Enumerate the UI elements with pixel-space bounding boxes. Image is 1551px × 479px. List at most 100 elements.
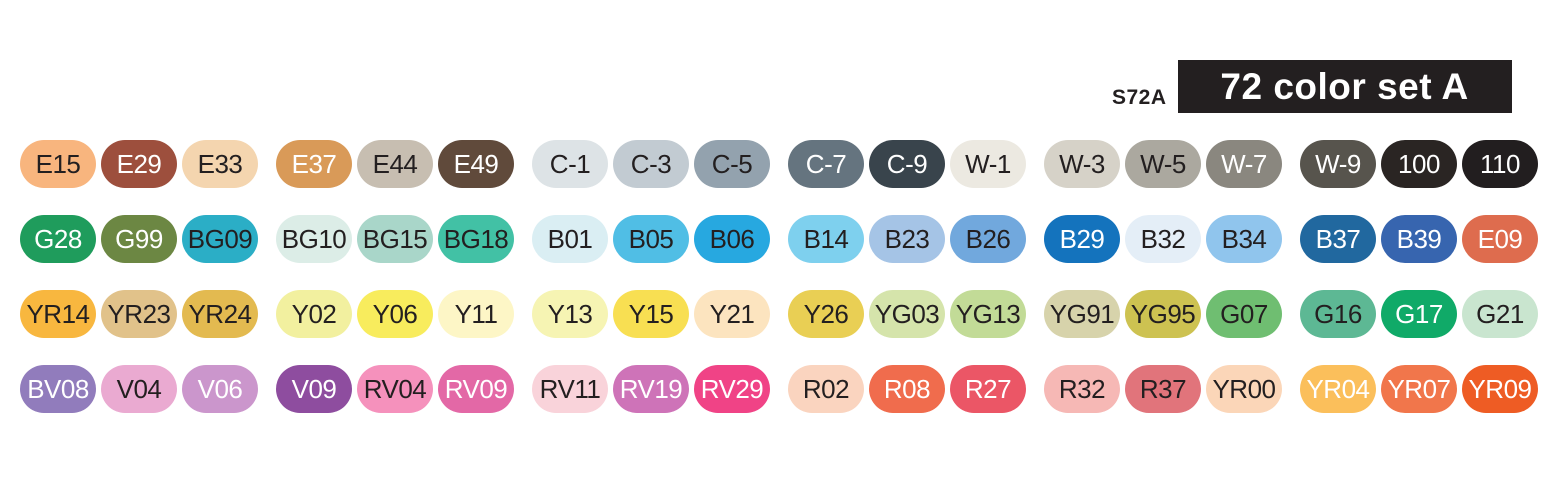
swatch-bg10: BG10 [276,215,352,263]
swatch-rv09: RV09 [438,365,514,413]
swatch-group: B29 B32 B34 [1044,215,1282,263]
swatch-e44: E44 [357,140,433,188]
swatch-row: BV08 V04 V06 V09 RV04 RV09 RV11 RV19 RV29 R02 R08 R… [20,365,1538,413]
swatch-yg03: YG03 [869,290,945,338]
swatch-group: Y13 Y15 Y21 [532,290,770,338]
swatch-y13: Y13 [532,290,608,338]
swatch-w-7: W-7 [1206,140,1282,188]
swatch-b34: B34 [1206,215,1282,263]
swatch-e37: E37 [276,140,352,188]
swatch-group: E15 E29 E33 [20,140,258,188]
swatch-c-5: C-5 [694,140,770,188]
swatch-group: C-1 C-3 C-5 [532,140,770,188]
swatch-bg18: BG18 [438,215,514,263]
swatch-b39: B39 [1381,215,1457,263]
swatch-100: 100 [1381,140,1457,188]
swatch-g16: G16 [1300,290,1376,338]
swatch-y02: Y02 [276,290,352,338]
swatch-bg15: BG15 [357,215,433,263]
swatch-yr00: YR00 [1206,365,1282,413]
swatch-r32: R32 [1044,365,1120,413]
swatch-row: E15 E29 E33 E37 E44 E49 C-1 C-3 C-5 C-7 C-9 W-1 W-3 W… [20,140,1538,188]
swatch-yg13: YG13 [950,290,1026,338]
swatch-e49: E49 [438,140,514,188]
swatch-group: RV11 RV19 RV29 [532,365,770,413]
swatch-e29: E29 [101,140,177,188]
swatch-group: YR14 YR23 YR24 [20,290,258,338]
swatch-g21: G21 [1462,290,1538,338]
swatch-group: Y26 YG03 YG13 [788,290,1026,338]
swatch-rv11: RV11 [532,365,608,413]
swatch-b26: B26 [950,215,1026,263]
swatch-group: B01 B05 B06 [532,215,770,263]
swatch-w-5: W-5 [1125,140,1201,188]
swatch-c-3: C-3 [613,140,689,188]
swatch-v04: V04 [101,365,177,413]
swatch-b14: B14 [788,215,864,263]
swatch-group: G16 G17 G21 [1300,290,1538,338]
swatch-rv19: RV19 [613,365,689,413]
swatch-y15: Y15 [613,290,689,338]
swatch-g17: G17 [1381,290,1457,338]
swatch-v06: V06 [182,365,258,413]
swatch-w-1: W-1 [950,140,1026,188]
swatch-group: R02 R08 R27 [788,365,1026,413]
color-grid: E15 E29 E33 E37 E44 E49 C-1 C-3 C-5 C-7 C-9 W-1 W-3 W… [20,140,1538,413]
swatch-r27: R27 [950,365,1026,413]
swatch-w-9: W-9 [1300,140,1376,188]
swatch-y21: Y21 [694,290,770,338]
swatch-group: E37 E44 E49 [276,140,514,188]
swatch-b37: B37 [1300,215,1376,263]
swatch-bg09: BG09 [182,215,258,263]
swatch-e33: E33 [182,140,258,188]
swatch-rv04: RV04 [357,365,433,413]
swatch-c-7: C-7 [788,140,864,188]
swatch-r37: R37 [1125,365,1201,413]
swatch-b23: B23 [869,215,945,263]
swatch-yg91: YG91 [1044,290,1120,338]
swatch-group: W-9 100 110 [1300,140,1538,188]
swatch-group: G28 G99 BG09 [20,215,258,263]
swatch-yr04: YR04 [1300,365,1376,413]
swatch-b29: B29 [1044,215,1120,263]
swatch-row: YR14 YR23 YR24 Y02 Y06 Y11 Y13 Y15 Y21 Y26 YG03 YG1… [20,290,1538,338]
set-title: 72 color set A [1220,65,1469,107]
swatch-bv08: BV08 [20,365,96,413]
swatch-r02: R02 [788,365,864,413]
swatch-y11: Y11 [438,290,514,338]
swatch-group: W-3 W-5 W-7 [1044,140,1282,188]
swatch-group: C-7 C-9 W-1 [788,140,1026,188]
swatch-yg95: YG95 [1125,290,1201,338]
swatch-group: Y02 Y06 Y11 [276,290,514,338]
swatch-yr07: YR07 [1381,365,1457,413]
swatch-yr23: YR23 [101,290,177,338]
swatch-group: BG10 BG15 BG18 [276,215,514,263]
swatch-g99: G99 [101,215,177,263]
swatch-yr09: YR09 [1462,365,1538,413]
swatch-b01: B01 [532,215,608,263]
swatch-y06: Y06 [357,290,433,338]
swatch-row: G28 G99 BG09 BG10 BG15 BG18 B01 B05 B06 B14 B23 B26… [20,215,1538,263]
swatch-r08: R08 [869,365,945,413]
swatch-b05: B05 [613,215,689,263]
swatch-e15: E15 [20,140,96,188]
swatch-group: YG91 YG95 G07 [1044,290,1282,338]
swatch-g28: G28 [20,215,96,263]
swatch-b06: B06 [694,215,770,263]
set-title-box: 72 color set A [1177,60,1512,113]
swatch-e09: E09 [1462,215,1538,263]
swatch-w-3: W-3 [1044,140,1120,188]
swatch-group: V09 RV04 RV09 [276,365,514,413]
header: S72A 72 color set A [1112,60,1512,113]
swatch-group: B37 B39 E09 [1300,215,1538,263]
swatch-yr24: YR24 [182,290,258,338]
swatch-110: 110 [1462,140,1538,188]
swatch-group: BV08 V04 V06 [20,365,258,413]
set-code-label: S72A [1112,86,1167,109]
swatch-group: YR04 YR07 YR09 [1300,365,1538,413]
swatch-b32: B32 [1125,215,1201,263]
swatch-group: B14 B23 B26 [788,215,1026,263]
swatch-c-9: C-9 [869,140,945,188]
swatch-g07: G07 [1206,290,1282,338]
